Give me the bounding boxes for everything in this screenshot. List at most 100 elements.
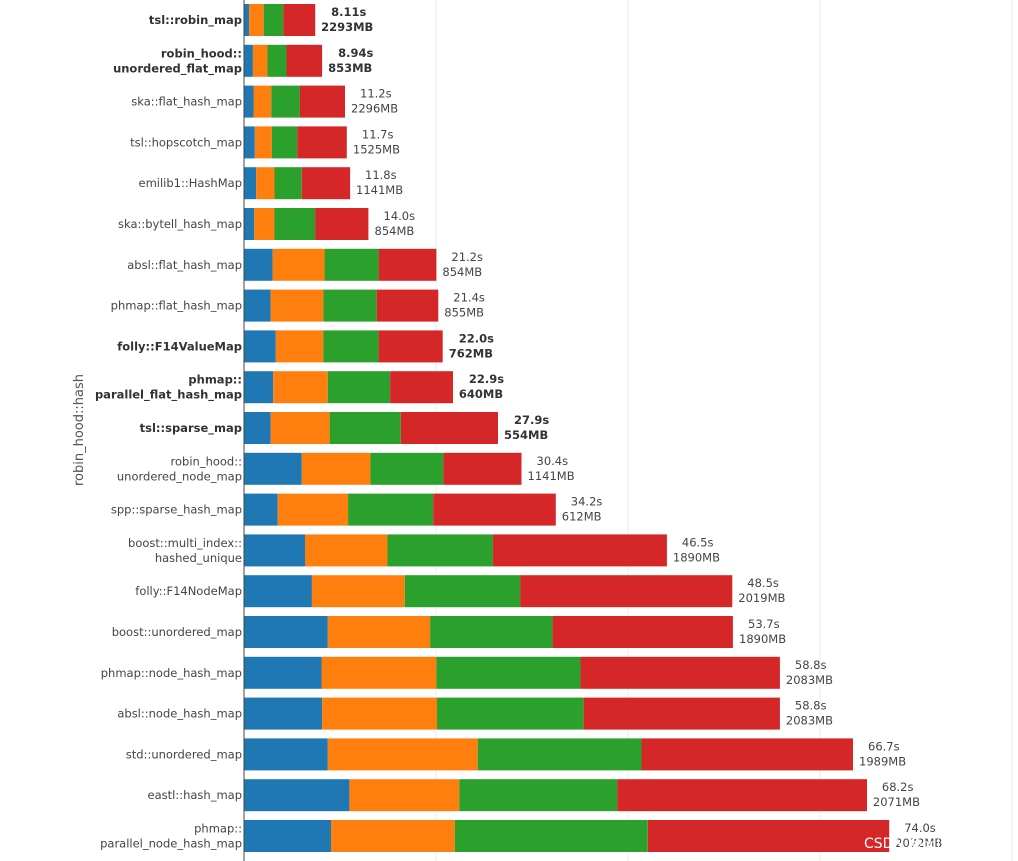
bar-segment (244, 126, 255, 159)
bar-segment (254, 208, 275, 240)
data-label: 21.4s 855MB (444, 291, 485, 320)
bar-segment (324, 248, 379, 281)
data-label: 8.11s 2293MB (321, 5, 373, 34)
bar-segment (270, 412, 330, 444)
data-label: 30.4s 1141MB (528, 454, 575, 483)
bar-segment (271, 85, 300, 118)
bar-segment (253, 85, 272, 118)
bar-segment (297, 126, 347, 159)
bar-segment (244, 779, 350, 812)
bar-segment (580, 656, 780, 689)
data-label: 66.7s 1989MB (859, 739, 906, 768)
tick-label: spp::sparse_hash_map (111, 503, 242, 517)
bar-segment (378, 248, 437, 281)
bar-segment (404, 575, 521, 608)
bar-segment (583, 697, 780, 730)
bar-segment (244, 371, 274, 404)
bar-segment (301, 167, 351, 200)
bar-segment (390, 371, 453, 404)
bar-segment (331, 820, 455, 852)
tick-label: robin_hood:: unordered_flat_map (113, 46, 242, 76)
bar-segment (400, 412, 498, 444)
tick-label: boost::unordered_map (112, 625, 242, 639)
tick-label: folly::F14ValueMap (117, 339, 242, 353)
tick-label: phmap:: parallel_flat_hash_map (95, 373, 242, 403)
bar-segment (273, 371, 328, 404)
bar-segment (327, 738, 478, 771)
bar-segment (244, 738, 328, 771)
tick-label: emilib1::HashMap (139, 176, 242, 190)
bar-segment (286, 44, 323, 77)
bar-segment (376, 289, 439, 322)
bar-segment (552, 616, 733, 648)
bar-segment (443, 452, 522, 485)
bar-segment (315, 208, 369, 240)
tick-label: eastl::hash_map (148, 788, 242, 802)
bar-segment (430, 616, 553, 648)
data-label: 27.9s 554MB (504, 413, 549, 442)
bar-segment (520, 575, 733, 608)
bar-segment (641, 738, 853, 771)
data-label: 34.2s 612MB (562, 495, 603, 524)
bar-segment (283, 4, 316, 36)
data-label: 46.5s 1890MB (673, 535, 720, 564)
bar-segment (244, 208, 255, 240)
bar-segment (277, 493, 349, 526)
data-label: 68.2s 2071MB (873, 780, 920, 809)
data-label: 14.0s 854MB (375, 209, 416, 238)
tick-label: tsl::robin_map (149, 13, 242, 28)
tick-label: folly::F14NodeMap (135, 584, 242, 598)
tick-label: phmap::node_hash_map (101, 666, 242, 680)
bar-segment (244, 44, 253, 77)
bar-segment (244, 289, 271, 322)
tick-label: phmap::flat_hash_map (111, 299, 242, 313)
tick-label: ska::bytell_hash_map (118, 217, 242, 231)
bar-segment (459, 779, 618, 812)
data-label: 48.5s 2019MB (738, 576, 785, 605)
tick-label: absl::node_hash_map (117, 707, 242, 721)
bar-segment (349, 779, 460, 812)
value-labels: 8.11s 2293MB 8.94s 853MB 11.2s 2296MB 11.7s 152… (321, 5, 942, 850)
bar-segment (256, 167, 275, 200)
data-label: 58.8s 2083MB (786, 699, 833, 728)
bar-segment (244, 575, 312, 608)
bar-segment (301, 452, 371, 485)
bar-segment (244, 330, 276, 363)
bar-segment (387, 534, 493, 567)
bar-segment (477, 738, 642, 771)
data-label: 11.7s 1525MB (353, 127, 400, 156)
tick-label: phmap:: parallel_node_hash_map (100, 822, 242, 851)
bar-segment (323, 289, 377, 322)
data-label: 22.9s 640MB (459, 372, 504, 401)
bar-segment (270, 289, 324, 322)
bar-segment (617, 779, 867, 812)
bar-segment (433, 493, 556, 526)
bar-segment (436, 656, 581, 689)
bar-segment (492, 534, 667, 567)
data-label: 11.8s 1141MB (356, 168, 403, 197)
bar-segment (244, 4, 250, 36)
data-label: 74.0s 2072MB (895, 821, 942, 850)
bar-segment (323, 330, 379, 363)
data-label: 22.0s 762MB (449, 331, 494, 360)
bar-segment (322, 697, 437, 730)
bar-segment (272, 248, 325, 281)
bar-segment (244, 820, 331, 852)
data-label: 21.2s 854MB (442, 250, 483, 279)
bar-segment (244, 452, 302, 485)
y-axis-label: robin_hood::hash (72, 374, 87, 486)
bar-segment (244, 616, 328, 648)
bar-segment (244, 697, 323, 730)
bar-segment (454, 820, 648, 852)
bar-segment (244, 412, 271, 444)
bar-segment (244, 493, 278, 526)
bar-segment (244, 534, 305, 567)
bars (244, 4, 890, 852)
tick-label: tsl::sparse_map (140, 421, 242, 436)
bar-segment (244, 85, 254, 118)
tick-label: robin_hood:: unordered_node_map (117, 454, 242, 483)
bar-segment (274, 167, 302, 200)
bar-segment (254, 126, 272, 159)
